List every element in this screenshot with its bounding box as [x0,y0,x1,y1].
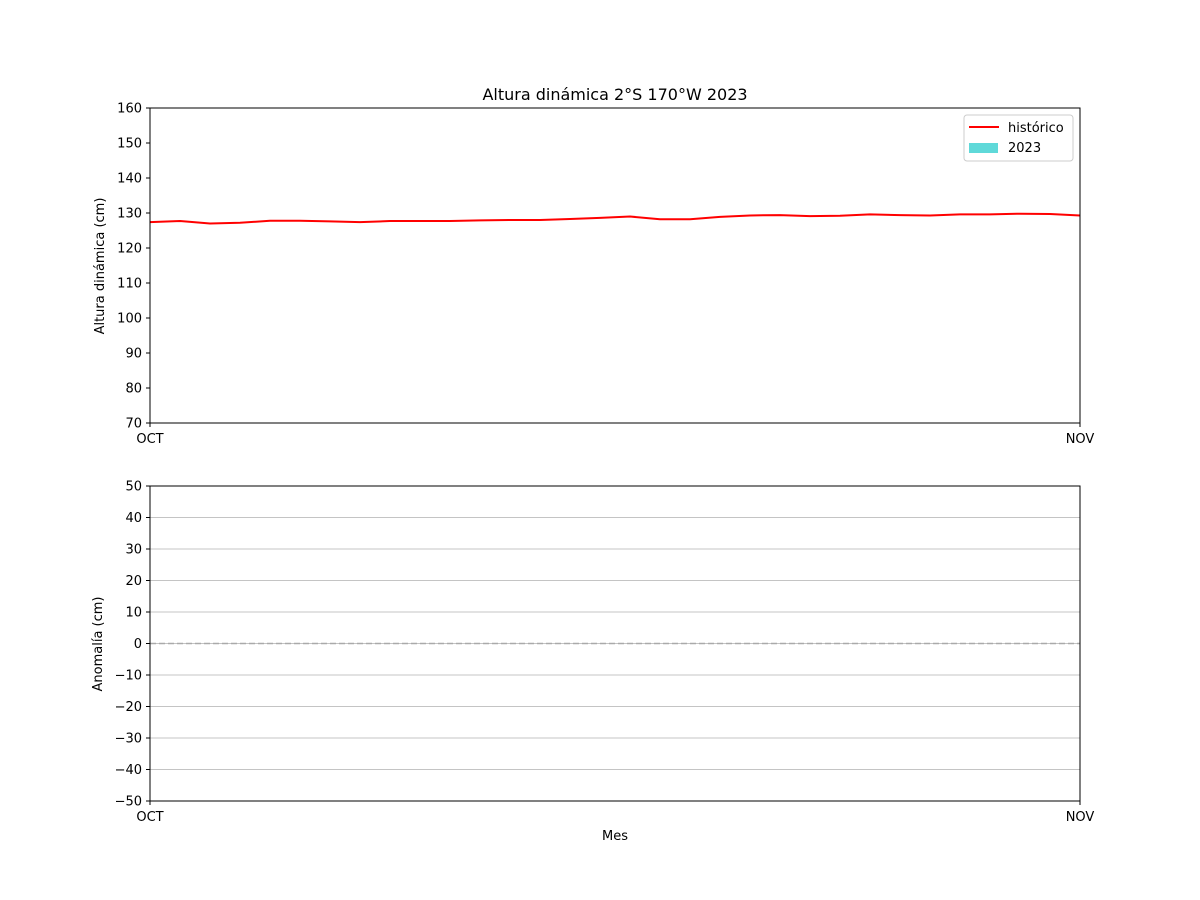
top-plot-frame [149,107,1081,424]
top-x-tick-label: NOV [1066,432,1095,447]
bottom-y-tick-label: −30 [115,732,142,747]
top-y-tick-label: 70 [125,417,142,432]
top-y-tick-label: 100 [117,312,142,327]
top-y-tick-label: 140 [117,172,142,187]
legend-label-2023: 2023 [1008,141,1041,156]
bottom-y-tick-label: −10 [115,669,142,684]
bottom-x-ticks: OCT NOV [136,801,1094,825]
bottom-y-tick-label: 10 [125,606,142,621]
bottom-y-ticks: −50 −40 −30 −20 −10 0 10 20 30 40 50 [115,480,150,810]
top-x-ticks: OCT NOV [136,423,1094,447]
top-x-tick-label: OCT [136,432,163,447]
top-panel: Altura dinámica 2°S 170°W 2023 Altura di… [93,85,1094,447]
bottom-y-axis-label: Anomalía (cm) [91,597,106,692]
bottom-panel: Anomalía (cm) −50 −40 −30 −20 −10 0 10 20 30 40 50… [91,480,1094,845]
top-legend: histórico 2023 [963,114,1074,162]
bottom-x-tick-label: NOV [1066,810,1095,825]
top-y-ticks: 70 80 90 100 110 120 130 140 150 160 [117,102,150,432]
bottom-y-tick-label: 20 [125,574,142,589]
top-y-tick-label: 90 [125,347,142,362]
top-y-tick-label: 120 [117,242,142,257]
bottom-y-tick-label: 40 [125,511,142,526]
bottom-x-tick-label: OCT [136,810,163,825]
top-y-tick-label: 150 [117,137,142,152]
bottom-x-axis-label: Mes [602,829,628,844]
bottom-y-tick-label: 0 [134,637,142,652]
top-y-tick-label: 130 [117,207,142,222]
bottom-y-tick-label: 30 [125,543,142,558]
bottom-y-tick-label: −50 [115,795,142,810]
legend-label-historico: histórico [1008,121,1064,136]
bottom-y-tick-label: 50 [125,480,142,495]
bottom-y-tick-label: −20 [115,700,142,715]
legend-swatch-2023 [969,143,998,153]
top-y-tick-label: 160 [117,102,142,117]
top-chart-title: Altura dinámica 2°S 170°W 2023 [482,85,747,104]
bottom-y-tick-label: −40 [115,763,142,778]
top-y-tick-label: 110 [117,277,142,292]
top-series-group [149,212,1081,225]
top-y-tick-label: 80 [125,382,142,397]
series-line-historico [149,212,1081,225]
top-y-axis-label: Altura dinámica (cm) [93,198,108,335]
